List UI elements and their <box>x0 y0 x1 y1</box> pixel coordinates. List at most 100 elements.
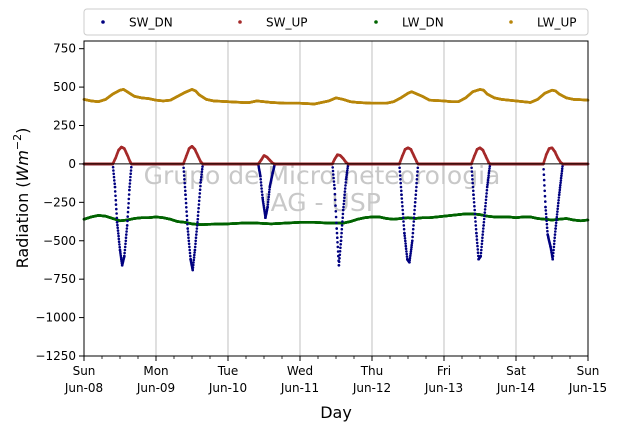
data-point <box>201 165 204 168</box>
data-point <box>343 187 347 190</box>
data-point <box>259 181 263 184</box>
data-point <box>333 192 337 196</box>
watermark-line-1: Grupo de Micrometeorologia <box>144 161 501 190</box>
legend: SW_DN SW_UP LW_DN LW_UP <box>83 8 589 36</box>
data-point <box>338 257 341 260</box>
data-point <box>401 208 405 212</box>
data-point <box>186 227 189 230</box>
data-point <box>127 202 130 205</box>
data-point <box>117 240 121 243</box>
data-point <box>184 201 188 205</box>
data-point <box>127 197 131 201</box>
data-point <box>340 235 343 239</box>
data-point <box>193 253 196 257</box>
data-point <box>196 221 199 224</box>
data-point <box>267 198 270 201</box>
data-point <box>331 169 335 173</box>
data-point <box>337 260 341 264</box>
data-point <box>193 251 196 254</box>
data-point <box>334 215 338 219</box>
data-point <box>199 181 202 184</box>
data-point <box>338 253 342 257</box>
data-point <box>129 175 132 179</box>
data-point <box>200 173 203 176</box>
data-point <box>341 216 345 219</box>
data-point <box>195 230 198 233</box>
legend-marker-lw-up <box>509 20 513 24</box>
data-point <box>117 237 121 241</box>
data-point <box>128 182 132 185</box>
data-point <box>402 227 406 231</box>
data-point <box>185 218 189 222</box>
data-point <box>405 252 409 256</box>
data-point <box>193 248 197 252</box>
legend-marker-sw-dn <box>101 20 105 24</box>
data-point <box>118 245 121 249</box>
data-point <box>415 178 419 181</box>
data-point <box>410 243 414 247</box>
data-point <box>400 193 403 196</box>
data-point <box>191 268 194 272</box>
data-point <box>267 195 271 199</box>
data-point <box>113 182 116 185</box>
data-point <box>403 234 407 237</box>
data-point <box>345 171 349 174</box>
data-point <box>112 175 116 179</box>
data-point <box>113 190 117 193</box>
data-point <box>342 202 346 206</box>
data-point <box>415 174 419 177</box>
data-point <box>128 179 132 182</box>
data-point <box>196 217 200 221</box>
data-point <box>403 237 407 240</box>
series-lw-up <box>82 88 590 106</box>
data-point <box>346 167 349 170</box>
data-point <box>116 226 119 230</box>
data-point <box>334 204 337 207</box>
data-point <box>268 188 271 191</box>
data-point <box>191 266 195 269</box>
data-point <box>414 197 417 200</box>
data-point <box>411 227 415 231</box>
data-point <box>186 230 190 233</box>
data-point <box>128 185 131 189</box>
data-point <box>124 236 128 239</box>
data-point <box>198 192 202 195</box>
data-point <box>409 248 413 251</box>
data-point <box>398 174 402 177</box>
data-point <box>339 239 343 243</box>
data-point <box>124 239 128 243</box>
data-point <box>331 166 335 169</box>
data-point <box>332 173 335 176</box>
data-point <box>412 216 416 219</box>
data-point <box>399 181 403 185</box>
legend-label-sw-up: SW_UP <box>266 16 308 30</box>
watermark-line-2: IAG - USP <box>263 188 381 217</box>
data-point <box>403 231 406 235</box>
data-point <box>130 165 133 169</box>
data-point <box>186 222 189 226</box>
data-point <box>125 230 128 233</box>
data-point <box>343 196 346 199</box>
data-point <box>266 205 269 209</box>
data-point <box>401 204 404 208</box>
data-point <box>398 170 402 173</box>
data-point <box>193 245 197 249</box>
data-point <box>200 167 204 171</box>
data-point <box>115 212 118 215</box>
data-point <box>341 220 344 223</box>
data-point <box>187 233 190 236</box>
data-point <box>199 178 203 181</box>
legend-box <box>83 8 589 36</box>
data-point <box>198 188 202 191</box>
data-point <box>185 206 188 209</box>
data-point <box>335 227 339 230</box>
data-point <box>402 220 405 223</box>
data-point <box>339 246 342 250</box>
data-point <box>338 250 342 253</box>
legend-label-sw-dn: SW_DN <box>129 16 173 30</box>
data-point <box>267 190 271 194</box>
data-point <box>114 194 117 198</box>
data-point <box>399 185 403 189</box>
data-point <box>195 227 199 230</box>
data-point <box>416 170 419 173</box>
